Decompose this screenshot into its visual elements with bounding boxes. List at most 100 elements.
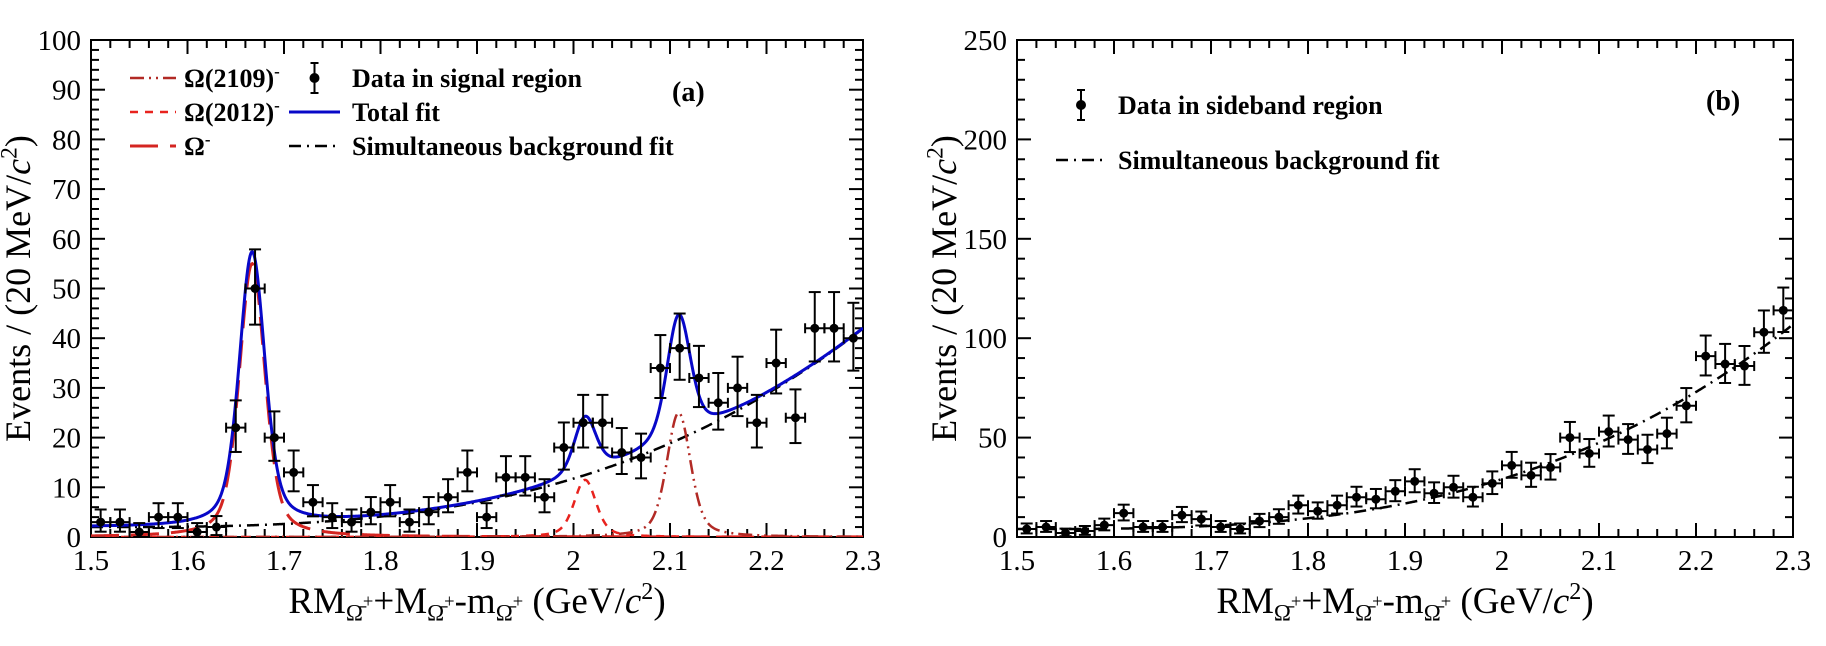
data-marker <box>694 373 704 383</box>
total-fit-curve <box>91 250 863 528</box>
data-point <box>1326 494 1348 515</box>
data-marker <box>713 398 723 408</box>
data-point <box>630 432 652 480</box>
x-tick-label: 1.7 <box>266 545 302 577</box>
data-marker <box>1546 462 1555 472</box>
data-marker <box>1487 478 1497 488</box>
data-point <box>167 502 189 530</box>
data-marker <box>1371 494 1381 504</box>
data-point <box>1733 345 1756 386</box>
data-marker <box>810 323 820 333</box>
chart-panel-b: 1.5 1.6 1.7 1.8 1.9 2 2.1 2.2 2.3 0 50 100 150 200 250… <box>922 25 1811 625</box>
y-tick-label: 40 <box>52 323 81 355</box>
data-marker <box>1662 429 1672 439</box>
data-point <box>398 508 421 533</box>
y-tick-label: 150 <box>964 224 1008 256</box>
data-marker <box>1352 492 1361 502</box>
data-point <box>418 496 440 526</box>
chart-panel-a: 1.5 1.6 1.7 1.8 1.9 2 2.1 2.2 2.3 0 10 20 30 40 50 60 70… <box>0 25 881 625</box>
y-tick-label: 60 <box>52 224 81 256</box>
data-point <box>591 393 614 449</box>
data-marker <box>1604 427 1614 437</box>
y-tick-labels: 0 50 100 150 200 250 <box>964 25 1008 554</box>
data-marker <box>790 413 800 423</box>
data-point <box>784 388 807 445</box>
data-point <box>1481 470 1503 496</box>
data-marker <box>96 517 106 527</box>
data-marker <box>173 512 183 522</box>
data-point <box>1675 387 1697 424</box>
data-marker <box>443 492 453 502</box>
data-marker <box>1255 516 1264 526</box>
panel-label-a: (a) <box>672 77 705 108</box>
legend-panel-b: Data in sideband region Simultaneous back… <box>1056 89 1440 175</box>
data-point <box>321 502 343 530</box>
legend-label: Total fit <box>352 98 440 127</box>
data-marker <box>829 323 839 333</box>
data-point <box>804 291 826 363</box>
y-tick-label: 20 <box>52 423 81 455</box>
data-marker <box>1468 492 1478 502</box>
y-tick-label: 250 <box>964 25 1008 57</box>
data-point <box>1016 522 1038 535</box>
data-marker <box>1526 470 1536 480</box>
data-marker <box>1778 305 1788 315</box>
y-tick-label: 90 <box>52 75 81 107</box>
data-marker <box>1313 506 1323 516</box>
data-marker <box>636 452 646 462</box>
data-point <box>1520 461 1542 488</box>
data-marker <box>1332 500 1342 510</box>
data-point <box>611 427 633 475</box>
axis-ticks <box>90 39 864 538</box>
x-tick-label: 1.9 <box>459 545 495 577</box>
data-marker <box>1429 488 1439 498</box>
data-marker <box>733 383 743 393</box>
x-tick-labels: 1.5 1.6 1.7 1.8 1.9 2 2.1 2.2 2.3 <box>73 545 881 577</box>
data-marker <box>848 333 858 343</box>
data-point <box>1501 450 1523 479</box>
data-point <box>1132 520 1154 533</box>
data-marker <box>520 472 530 482</box>
x-tick-label: 2.2 <box>748 545 784 577</box>
x-tick-label: 1.8 <box>362 545 398 577</box>
data-marker <box>1623 435 1633 445</box>
y-axis-title: Events / (20 MeV/c2) <box>0 135 38 442</box>
data-marker <box>1410 476 1420 486</box>
data-marker <box>347 517 357 527</box>
data-point <box>514 455 536 497</box>
y-tick-label: 200 <box>964 124 1008 156</box>
data-point <box>1171 505 1193 524</box>
x-tick-label: 2.2 <box>1678 545 1714 577</box>
data-marker <box>1274 512 1284 522</box>
y-tick-labels: 0 10 20 30 40 50 60 70 80 90 100 <box>38 25 82 554</box>
data-point <box>726 355 749 418</box>
data-point <box>1054 527 1077 539</box>
data-marker <box>559 443 569 453</box>
data-point <box>1404 468 1426 494</box>
data-marker <box>462 467 472 477</box>
background-fit-curve <box>91 327 863 529</box>
data-point <box>765 328 787 395</box>
data-point <box>1656 416 1678 450</box>
data-point <box>1365 487 1387 510</box>
data-point <box>1210 520 1232 533</box>
data-point <box>476 502 498 530</box>
data-marker <box>1061 528 1070 538</box>
y-tick-label: 10 <box>52 472 81 504</box>
data-marker <box>366 507 376 517</box>
data-point <box>1753 309 1775 354</box>
legend-label: Data in sideband region <box>1118 91 1383 120</box>
data-marker <box>269 433 279 443</box>
data-point <box>90 508 112 533</box>
data-points <box>1016 286 1794 539</box>
x-tick-label: 1.6 <box>1096 545 1132 577</box>
data-point <box>205 515 228 537</box>
omega2012-fit-curve <box>91 478 863 537</box>
data-marker <box>404 517 414 527</box>
data-marker <box>1759 327 1769 337</box>
data-marker <box>1507 460 1517 470</box>
y-tick-label: 50 <box>978 423 1007 455</box>
data-marker <box>115 517 125 527</box>
data-marker <box>192 527 202 537</box>
data-marker <box>308 497 318 507</box>
